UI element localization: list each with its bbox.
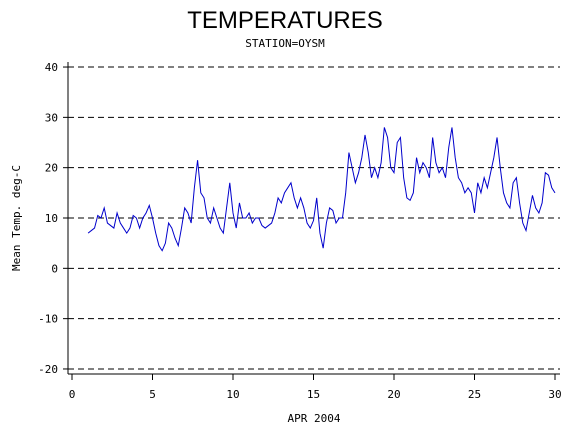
y-tick-label: 40	[45, 61, 58, 74]
x-tick-label: 25	[468, 388, 481, 401]
y-tick-label: 10	[45, 212, 58, 225]
x-tick-label: 0	[69, 388, 76, 401]
y-tick-label: -10	[38, 313, 58, 326]
x-tick-label: 10	[226, 388, 239, 401]
x-tick-label: 5	[149, 388, 156, 401]
x-tick-label: 30	[548, 388, 561, 401]
y-tick-label: 20	[45, 162, 58, 175]
data-line	[87, 127, 556, 252]
x-tick-label: 15	[307, 388, 320, 401]
y-tick-label: 0	[51, 262, 58, 275]
x-tick-label: 20	[387, 388, 400, 401]
chart-subtitle: STATION=OYSM	[245, 37, 325, 50]
y-tick-label: 30	[45, 111, 58, 124]
y-tick-label: -20	[38, 363, 58, 376]
x-axis-label: APR 2004	[288, 412, 341, 425]
chart-title: TEMPERATURES	[187, 7, 383, 34]
y-axis-label: Mean Temp. deg-C	[10, 165, 23, 271]
